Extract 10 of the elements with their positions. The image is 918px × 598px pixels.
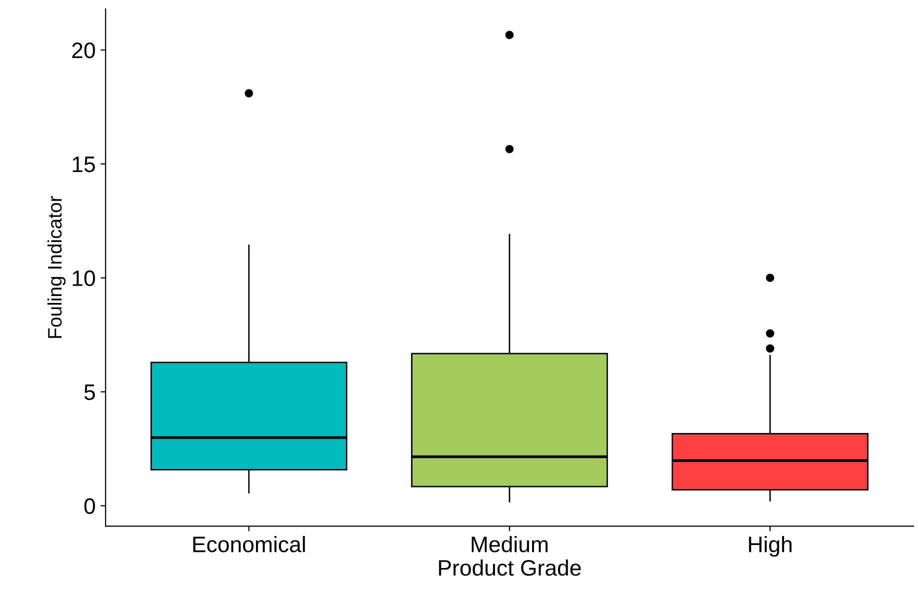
y-tick-label: 15 <box>72 156 95 172</box>
y-tick-label: 0 <box>84 498 95 514</box>
x-tick-label: High <box>749 536 792 557</box>
x-axis-title: Product Grade <box>439 559 581 576</box>
y-axis-title: Fouling Indicator <box>47 196 66 338</box>
x-tick-label: Economical <box>193 536 305 552</box>
x-tick-label: Medium <box>472 536 548 552</box>
y-tick-label: 20 <box>72 42 95 58</box>
y-tick-label: 5 <box>84 384 95 400</box>
y-tick-label: 10 <box>72 270 95 286</box>
